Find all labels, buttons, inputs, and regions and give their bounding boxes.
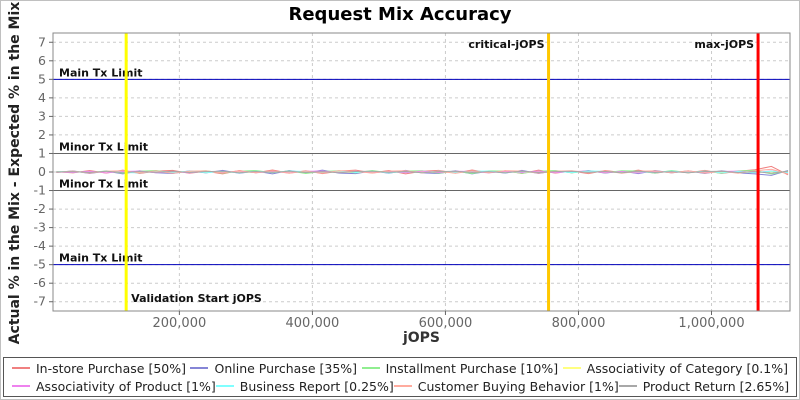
marker-label: critical-jOPS — [468, 38, 544, 51]
x-tick-label: 200,000 — [152, 316, 206, 331]
y-tick-label: -4 — [34, 238, 47, 253]
x-axis-title: jOPS — [402, 330, 441, 346]
y-tick-label: -1 — [34, 183, 46, 198]
legend-item: Installment Purchase [10%] — [361, 360, 559, 376]
legend-item: Associativity of Product [1%] — [12, 379, 216, 394]
y-tick-label: 0 — [38, 164, 46, 179]
legend-item: Product Return [2.65%] — [618, 378, 790, 394]
legend-label: Associativity of Product [1%] — [36, 378, 216, 394]
legend-swatch-icon — [393, 385, 412, 387]
y-tick-label: -5 — [34, 257, 46, 272]
plot-area: Main Tx Limit Minor Tx Limit Minor Tx Limi… — [34, 32, 791, 331]
legend-row: In-store Purchase [50%] Online Purchase [… — [12, 361, 788, 376]
y-tick-label: 7 — [38, 34, 46, 49]
x-tick-label: 600,000 — [419, 316, 473, 331]
y-tick-label: 2 — [38, 127, 46, 142]
legend-item: Associativity of Category [0.1%] — [562, 360, 788, 376]
y-tick-label: 6 — [38, 53, 46, 68]
legend-swatch-icon — [618, 385, 637, 387]
y-tick-label: -7 — [34, 294, 46, 309]
legend-item: Customer Buying Behavior [1%] — [393, 378, 619, 394]
limit-label: Main Tx Limit — [59, 252, 143, 265]
y-tick-label: 5 — [38, 71, 46, 86]
legend-label: Customer Buying Behavior [1%] — [417, 378, 619, 394]
y-tick-label: 4 — [38, 90, 46, 105]
x-tick-label: 400,000 — [286, 316, 340, 331]
y-tick-label: 1 — [38, 145, 46, 160]
legend-item: Business Report [0.25%] — [215, 378, 394, 394]
legend-item: In-store Purchase [50%] — [12, 361, 186, 376]
series-line-7 — [56, 170, 789, 174]
y-tick-label: 3 — [38, 108, 46, 123]
limit-label: Minor Tx Limit — [59, 140, 148, 153]
legend-label: Product Return [2.65%] — [642, 378, 790, 394]
legend-swatch-icon — [361, 367, 380, 369]
legend-row: Associativity of Product [1%] Business Re… — [12, 378, 790, 394]
y-tick-label: -2 — [34, 201, 46, 216]
marker-label: Validation Start jOPS — [131, 292, 262, 305]
legend: In-store Purchase [50%] Online Purchase [… — [3, 357, 797, 397]
y-tick-label: -6 — [34, 275, 47, 290]
legend-label: Business Report [0.25%] — [239, 378, 394, 394]
limit-label: Minor Tx Limit — [59, 178, 148, 191]
limit-label: Main Tx Limit — [59, 66, 143, 79]
legend-label: In-store Purchase [50%] — [36, 360, 186, 376]
x-tick-label: 1,000,000 — [678, 316, 744, 331]
legend-swatch-icon — [12, 385, 30, 387]
legend-label: Associativity of Category [0.1%] — [586, 360, 788, 376]
legend-swatch-icon — [215, 385, 234, 387]
legend-item: Online Purchase [35%] — [190, 361, 357, 376]
legend-label: Online Purchase [35%] — [214, 360, 358, 376]
chart-title: Request Mix Accuracy — [288, 4, 512, 25]
legend-swatch-icon — [12, 367, 30, 369]
legend-label: Installment Purchase [10%] — [385, 360, 559, 376]
legend-swatch-icon — [562, 367, 581, 369]
legend-swatch-icon — [190, 367, 209, 369]
x-tick-label: 800,000 — [552, 316, 606, 331]
y-tick-label: -3 — [34, 220, 46, 235]
marker-label: max-jOPS — [694, 38, 754, 51]
